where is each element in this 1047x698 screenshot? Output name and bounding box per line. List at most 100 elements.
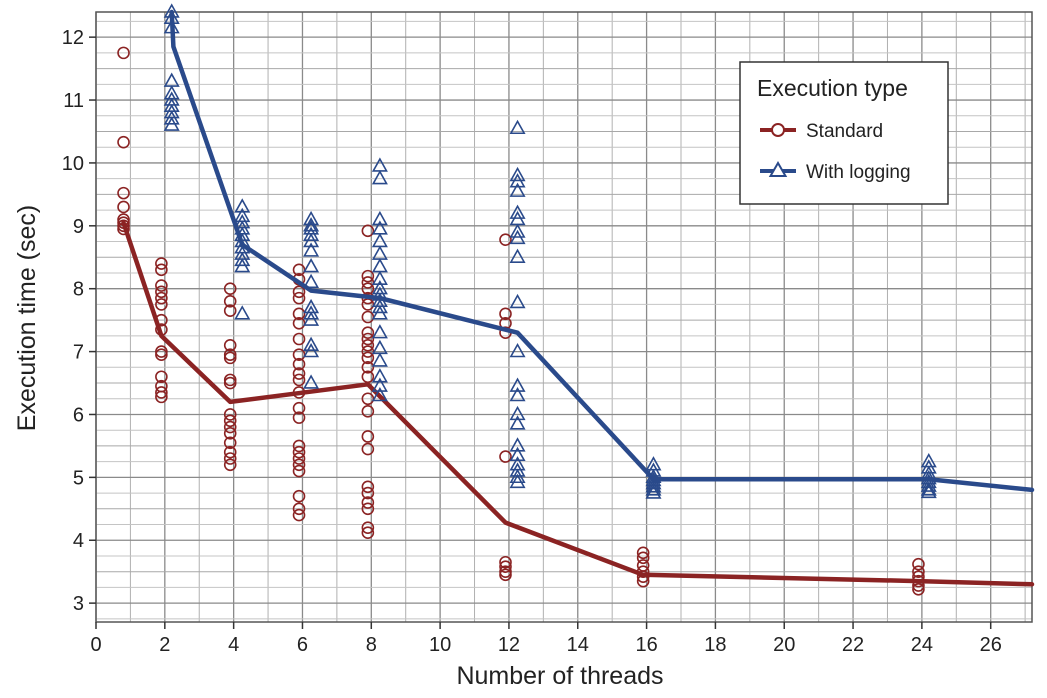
- data-point-with-logging: [509, 182, 526, 197]
- data-point-with-logging: [371, 170, 388, 185]
- data-point-standard: [292, 307, 306, 321]
- data-point-standard: [292, 508, 306, 522]
- data-point-standard: [292, 458, 306, 472]
- data-point-standard: [361, 430, 375, 443]
- data-point-with-logging: [509, 405, 526, 421]
- y-tick-label: 6: [73, 404, 84, 426]
- data-point-with-logging: [509, 377, 526, 392]
- data-point-standard: [361, 502, 375, 516]
- data-point-standard: [361, 442, 375, 456]
- data-point-standard: [155, 257, 168, 270]
- data-point-standard: [223, 338, 237, 352]
- y-axis-title: Execution time (sec): [13, 205, 41, 431]
- data-point-standard: [292, 502, 306, 516]
- data-point-with-logging: [509, 166, 526, 182]
- data-point-with-logging: [509, 173, 526, 188]
- data-point-standard: [292, 401, 306, 415]
- series-line-standard: [121, 220, 1035, 587]
- series-line-with-logging: [169, 9, 1035, 493]
- data-point-with-logging: [509, 293, 526, 309]
- data-point-with-logging: [303, 336, 320, 351]
- data-point-standard: [292, 464, 306, 478]
- data-point-standard: [361, 405, 375, 418]
- data-point-standard: [223, 376, 237, 390]
- data-point-standard: [155, 390, 168, 404]
- data-point-standard: [636, 551, 650, 565]
- data-point-with-logging: [645, 478, 662, 493]
- data-point-with-logging: [509, 473, 526, 489]
- data-point-with-logging: [509, 468, 526, 484]
- data-point-with-logging: [920, 483, 937, 499]
- data-point-with-logging: [509, 415, 526, 430]
- data-point-standard: [292, 367, 306, 380]
- data-point-with-logging: [371, 377, 388, 392]
- data-point-with-logging: [371, 324, 388, 339]
- data-point-standard: [292, 291, 306, 305]
- data-point-with-logging: [645, 475, 662, 490]
- data-point-standard: [223, 348, 237, 362]
- y-tick-label: 11: [63, 90, 84, 112]
- data-point-standard: [155, 370, 168, 384]
- legend-label-with-logging: With logging: [806, 162, 911, 183]
- data-point-standard: [155, 386, 168, 399]
- data-point-standard: [361, 496, 375, 509]
- series-with-logging: [163, 3, 1035, 499]
- x-tick-label: 14: [567, 634, 589, 656]
- series-standard: [117, 46, 1035, 596]
- data-point-with-logging: [509, 204, 526, 219]
- x-tick-label: 6: [297, 634, 308, 656]
- data-point-standard: [117, 186, 130, 200]
- data-point-with-logging: [509, 223, 526, 238]
- data-point-standard: [361, 521, 375, 534]
- x-tick-label: 12: [498, 634, 520, 656]
- data-point-standard: [361, 351, 375, 365]
- y-tick-label: 12: [62, 27, 84, 49]
- data-point-with-logging: [303, 273, 320, 289]
- data-point-standard: [912, 557, 925, 571]
- data-point-with-logging: [371, 210, 388, 226]
- data-point-standard: [155, 298, 168, 311]
- data-point-with-logging: [234, 258, 251, 273]
- legend-label-standard: Standard: [806, 121, 883, 142]
- legend: Execution type Standard With logging: [739, 61, 949, 205]
- data-point-standard: [361, 486, 375, 500]
- data-point-standard: [499, 555, 512, 569]
- data-point-with-logging: [234, 198, 251, 213]
- data-point-standard: [223, 373, 237, 387]
- data-point-standard: [223, 458, 237, 472]
- series: [117, 3, 1035, 596]
- data-point-standard: [117, 135, 130, 149]
- data-point-standard: [636, 546, 650, 560]
- data-point-standard: [223, 427, 237, 440]
- grid: [95, 12, 1032, 622]
- data-point-standard: [155, 279, 168, 292]
- data-point-with-logging: [371, 352, 388, 367]
- data-point-with-logging: [371, 270, 388, 285]
- x-tick-label: 20: [773, 634, 795, 656]
- data-point-with-logging: [303, 258, 320, 273]
- data-point-with-logging: [509, 386, 526, 402]
- data-point-standard: [361, 224, 375, 238]
- data-point-with-logging: [163, 116, 180, 131]
- y-tick-label: 7: [73, 342, 84, 364]
- data-point-standard: [223, 351, 237, 365]
- data-point-standard: [117, 46, 130, 60]
- data-point-standard: [292, 452, 306, 465]
- x-axis-title: Number of threads: [456, 662, 663, 690]
- data-point-with-logging: [509, 119, 526, 135]
- x-tick-label: 22: [842, 634, 864, 656]
- data-point-with-logging: [163, 110, 180, 125]
- x-tick-label: 24: [911, 634, 933, 656]
- data-point-standard: [223, 294, 237, 308]
- data-point-standard: [223, 445, 237, 459]
- data-point-standard: [155, 291, 168, 305]
- y-tick-label: 3: [73, 593, 84, 615]
- data-point-with-logging: [645, 484, 662, 499]
- x-tick-label: 10: [429, 634, 451, 656]
- data-point-with-logging: [303, 217, 320, 232]
- legend-title: Execution type: [757, 75, 908, 101]
- data-point-with-logging: [303, 210, 320, 226]
- y-tick-label: 5: [73, 467, 84, 489]
